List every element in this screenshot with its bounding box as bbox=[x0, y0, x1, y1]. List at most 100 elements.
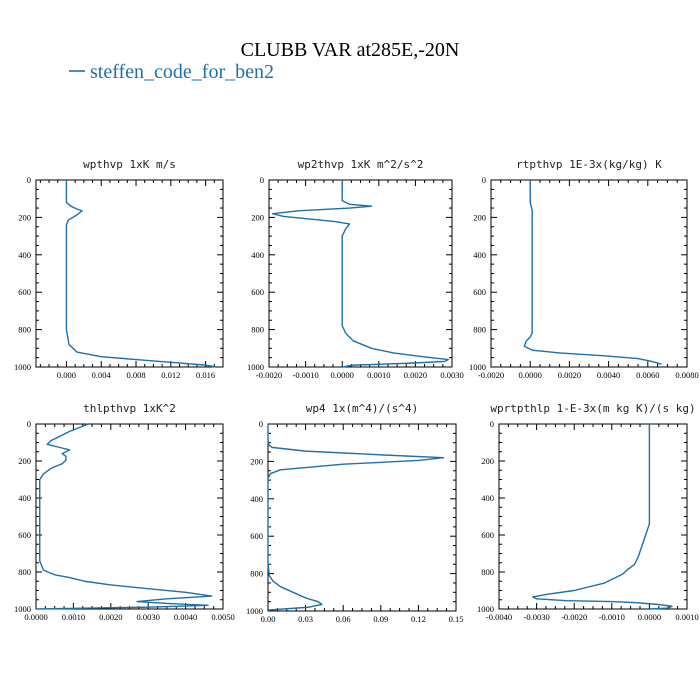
y-tick-label: 600 bbox=[251, 287, 264, 297]
figure-title: CLUBB VAR at285E,-20N bbox=[241, 39, 460, 61]
panel-title: wp2thvp 1xK m^2/s^2 bbox=[298, 158, 424, 171]
series-line bbox=[35, 423, 213, 610]
x-tick-label: -0.0010 bbox=[599, 612, 625, 622]
y-tick-label: 600 bbox=[473, 287, 486, 297]
y-tick-label: 400 bbox=[18, 493, 31, 503]
y-tick-label: 0 bbox=[490, 419, 494, 429]
y-tick-label: 800 bbox=[251, 325, 264, 335]
x-tick-label: -0.0020 bbox=[256, 370, 282, 380]
y-tick-label: 200 bbox=[251, 212, 264, 222]
series-line bbox=[523, 180, 662, 365]
x-tick-label: 0.0040 bbox=[597, 370, 620, 380]
panel-title: thlpthvp 1xK^2 bbox=[83, 402, 176, 415]
plot-frame bbox=[35, 179, 224, 368]
panel-2: wp2thvp 1xK m^2/s^202004006008001000-0.0… bbox=[247, 158, 464, 380]
x-tick-label: 0.0010 bbox=[62, 612, 85, 622]
y-tick-label: 800 bbox=[481, 567, 494, 577]
x-tick-label: 0.0030 bbox=[137, 612, 160, 622]
y-tick-label: 1000 bbox=[14, 604, 31, 614]
y-tick-label: 400 bbox=[481, 493, 494, 503]
y-tick-label: 400 bbox=[473, 250, 486, 260]
x-tick-label: 0.03 bbox=[298, 614, 313, 624]
plot-frame bbox=[268, 179, 453, 368]
series-line bbox=[267, 424, 445, 611]
x-tick-label: 0.004 bbox=[92, 370, 112, 380]
x-tick-label: 0.0000 bbox=[638, 612, 661, 622]
panel-title: wprtpthlp 1-E-3x(m kg K)/(s kg) bbox=[490, 402, 695, 415]
x-tick-label: 0.09 bbox=[373, 614, 388, 624]
x-tick-label: 0.0020 bbox=[99, 612, 122, 622]
y-tick-label: 1000 bbox=[247, 362, 264, 372]
y-tick-label: 200 bbox=[473, 212, 486, 222]
series-line bbox=[271, 180, 450, 368]
y-tick-label: 400 bbox=[251, 250, 264, 260]
x-tick-label: 0.016 bbox=[196, 370, 215, 380]
series-line bbox=[65, 180, 217, 368]
x-tick-label: 0.008 bbox=[126, 370, 145, 380]
panel-6: wprtpthlp 1-E-3x(m kg K)/(s kg) 0 200 400 60… bbox=[477, 402, 699, 622]
y-tick-label: 1000 bbox=[246, 606, 263, 616]
x-tick-label: 0.0050 bbox=[211, 612, 234, 622]
panel-title: rtpthvp 1E-3x(kg/kg) K bbox=[516, 158, 662, 171]
x-tick-label: 0.0010 bbox=[675, 612, 698, 622]
y-tick-label: 600 bbox=[18, 287, 31, 297]
x-tick-label: 0.0020 bbox=[404, 370, 427, 380]
y-tick-label: 0 bbox=[482, 175, 486, 185]
x-tick-label: 0.00 bbox=[261, 614, 276, 624]
x-tick-label: 0.000 bbox=[57, 370, 76, 380]
x-tick-label: 0.0010 bbox=[367, 370, 390, 380]
panel-title: wpthvp 1xK m/s bbox=[83, 158, 176, 171]
y-tick-label: 600 bbox=[18, 530, 31, 540]
plot-frame bbox=[267, 423, 457, 612]
x-tick-label: 0.0030 bbox=[440, 370, 463, 380]
x-tick-label: 0.0000 bbox=[24, 612, 47, 622]
y-tick-label: 600 bbox=[250, 531, 263, 541]
y-tick-label: 800 bbox=[250, 569, 263, 579]
x-tick-label: 0.012 bbox=[161, 370, 180, 380]
y-tick-label: 1000 bbox=[477, 604, 494, 614]
legend: steffen_code_for_ben2 bbox=[69, 61, 274, 83]
y-tick-label: 200 bbox=[18, 456, 31, 466]
x-tick-label: -0.0040 bbox=[486, 612, 512, 622]
y-tick-label: 800 bbox=[473, 325, 486, 335]
x-tick-label: 0.06 bbox=[336, 614, 351, 624]
series-line bbox=[532, 424, 673, 610]
y-tick-label: 1000 bbox=[14, 362, 31, 372]
x-tick-label: -0.0020 bbox=[478, 370, 504, 380]
y-tick-label: 200 bbox=[481, 456, 494, 466]
legend-label: steffen_code_for_ben2 bbox=[90, 61, 274, 83]
x-tick-label: 0.0080 bbox=[675, 370, 698, 380]
plot-frame bbox=[35, 423, 224, 610]
y-tick-label: 800 bbox=[18, 567, 31, 577]
panel-3: rtpthvp 1E-3x(kg/kg) K 0 200 400 600 800 1000-… bbox=[469, 158, 699, 380]
x-tick-label: 0.0020 bbox=[558, 370, 581, 380]
panel-title: wp4 1x(m^4)/(s^4) bbox=[306, 402, 419, 415]
y-tick-label: 0 bbox=[27, 175, 31, 185]
y-tick-label: 0 bbox=[259, 419, 263, 429]
y-tick-label: 0 bbox=[27, 419, 31, 429]
x-tick-label: 0.0000 bbox=[519, 370, 542, 380]
y-tick-label: 400 bbox=[250, 494, 263, 504]
x-tick-label: -0.0030 bbox=[523, 612, 549, 622]
y-tick-label: 0 bbox=[260, 175, 264, 185]
x-tick-label: 0.12 bbox=[411, 614, 426, 624]
x-tick-label: 0.15 bbox=[449, 614, 464, 624]
plot-frame bbox=[490, 179, 688, 368]
y-tick-label: 1000 bbox=[469, 362, 486, 372]
x-tick-label: 0.0040 bbox=[174, 612, 197, 622]
x-tick-label: -0.0010 bbox=[292, 370, 318, 380]
y-tick-label: 400 bbox=[18, 250, 31, 260]
x-tick-label: 0.0000 bbox=[331, 370, 354, 380]
y-tick-label: 200 bbox=[18, 212, 31, 222]
y-tick-label: 600 bbox=[481, 530, 494, 540]
y-tick-label: 200 bbox=[250, 456, 263, 466]
y-tick-label: 800 bbox=[18, 325, 31, 335]
plot-frame bbox=[498, 423, 688, 610]
x-tick-label: -0.0020 bbox=[561, 612, 587, 622]
x-tick-label: 0.0060 bbox=[636, 370, 659, 380]
panel-1: wpthvp 1xK m/s 0 200 400 600 800 1000 0.000 0.00… bbox=[14, 158, 224, 380]
